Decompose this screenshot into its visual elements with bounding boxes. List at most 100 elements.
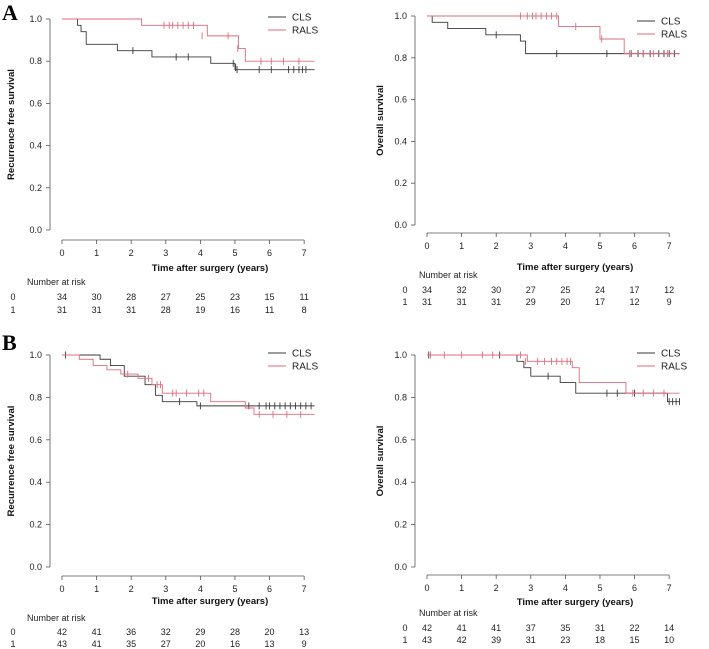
x-tick-label: 2 xyxy=(494,241,499,251)
y-tick-label: 0.8 xyxy=(394,392,407,402)
risk-count: 27 xyxy=(526,285,536,295)
risk-count: 36 xyxy=(126,627,136,637)
y-axis-label: Recurrence free survival xyxy=(6,69,17,180)
series-line-cls xyxy=(427,15,680,55)
x-tick-label: 0 xyxy=(424,583,429,593)
panel-letter-b: B xyxy=(2,330,17,355)
risk-count: 25 xyxy=(560,285,570,295)
y-tick-label: 0.4 xyxy=(29,477,42,487)
risk-count: 42 xyxy=(457,635,467,645)
risk-count: 18 xyxy=(595,635,605,645)
chart-3: 0.0 0.2 0.4 0.6 0.8 1.0 Recurrence free surviv… xyxy=(6,349,318,649)
risk-count: 31 xyxy=(126,305,136,315)
x-tick-label: 2 xyxy=(129,248,134,258)
y-axis-label: Recurrence free survival xyxy=(6,406,17,517)
series-line-rals xyxy=(62,354,315,415)
y-tick-label: 1.0 xyxy=(394,11,407,21)
x-tick-label: 1 xyxy=(459,241,464,251)
y-tick-label: 0.6 xyxy=(29,98,42,108)
x-tick-label: 7 xyxy=(302,248,307,258)
risk-count: 25 xyxy=(195,292,205,302)
x-axis-label: Time after surgery (years) xyxy=(152,263,269,274)
risk-count: 31 xyxy=(57,305,67,315)
risk-count: 8 xyxy=(302,305,307,315)
risk-count: 27 xyxy=(161,639,171,649)
x-tick-label: 3 xyxy=(528,241,533,251)
risk-row-label: 1 xyxy=(402,297,407,307)
risk-row-label: 0 xyxy=(402,285,407,295)
risk-count: 10 xyxy=(664,635,674,645)
risk-count: 24 xyxy=(595,285,605,295)
y-tick-label: 0.4 xyxy=(29,141,42,151)
y-tick-label: 0.6 xyxy=(394,95,407,105)
y-tick-label: 0.8 xyxy=(29,56,42,66)
risk-count: 35 xyxy=(126,639,136,649)
y-tick-label: 0.4 xyxy=(394,477,407,487)
risk-row-label: 1 xyxy=(10,305,15,315)
legend-label-rals: RALS xyxy=(292,362,318,373)
x-tick-label: 3 xyxy=(163,248,168,258)
legend-label-cls: CLS xyxy=(661,349,681,360)
x-tick-label: 6 xyxy=(267,584,272,594)
risk-count: 12 xyxy=(630,297,640,307)
risk-count: 32 xyxy=(457,285,467,295)
x-tick-label: 0 xyxy=(59,248,64,258)
y-tick-label: 0.0 xyxy=(394,220,407,230)
x-tick-label: 7 xyxy=(302,584,307,594)
y-axis-label: Overall survival xyxy=(375,85,386,156)
risk-count: 30 xyxy=(491,285,501,295)
risk-count: 23 xyxy=(230,292,240,302)
risk-count: 27 xyxy=(161,292,171,302)
x-axis-label: Time after surgery (years) xyxy=(517,597,634,608)
risk-count: 15 xyxy=(630,635,640,645)
risk-count: 43 xyxy=(57,639,67,649)
y-tick-label: 0.2 xyxy=(394,178,407,188)
legend-label-rals: RALS xyxy=(661,30,687,41)
x-tick-label: 1 xyxy=(94,584,99,594)
y-tick-label: 0.0 xyxy=(394,562,407,572)
risk-count: 20 xyxy=(195,639,205,649)
risk-count: 9 xyxy=(667,297,672,307)
risk-count: 13 xyxy=(299,627,309,637)
legend-label-cls: CLS xyxy=(292,349,312,360)
y-tick-label: 0.2 xyxy=(29,520,42,530)
risk-count: 35 xyxy=(560,623,570,633)
risk-count: 20 xyxy=(560,297,570,307)
risk-count: 39 xyxy=(491,635,501,645)
risk-table-title: Number at risk xyxy=(27,613,86,623)
risk-count: 15 xyxy=(265,292,275,302)
x-axis-label: Time after surgery (years) xyxy=(152,596,269,607)
panel-letter-a: A xyxy=(2,0,18,25)
risk-count: 34 xyxy=(57,292,67,302)
x-tick-label: 3 xyxy=(528,583,533,593)
x-axis-label: Time after surgery (years) xyxy=(517,262,634,273)
risk-row-label: 0 xyxy=(402,623,407,633)
y-tick-label: 0.8 xyxy=(29,392,42,402)
risk-count: 16 xyxy=(230,305,240,315)
x-tick-label: 1 xyxy=(459,583,464,593)
chart-1: 0.0 0.2 0.4 0.6 0.8 1.0 Recurrence free surviv… xyxy=(6,13,318,316)
y-tick-label: 0.2 xyxy=(29,183,42,193)
risk-count: 28 xyxy=(230,627,240,637)
risk-row-label: 0 xyxy=(10,627,15,637)
x-tick-label: 7 xyxy=(667,583,672,593)
risk-count: 42 xyxy=(57,627,67,637)
x-tick-label: 5 xyxy=(232,584,237,594)
risk-count: 31 xyxy=(595,623,605,633)
risk-count: 17 xyxy=(595,297,605,307)
risk-count: 28 xyxy=(126,292,136,302)
y-tick-label: 1.0 xyxy=(29,14,42,24)
y-tick-label: 0.6 xyxy=(394,435,407,445)
series-line-rals xyxy=(62,18,315,62)
y-axis-label: Overall survival xyxy=(375,426,386,497)
y-tick-label: 0.0 xyxy=(29,225,42,235)
risk-count: 28 xyxy=(161,305,171,315)
risk-count: 31 xyxy=(526,635,536,645)
legend-label-rals: RALS xyxy=(661,362,687,373)
series-line-rals xyxy=(427,354,680,394)
x-tick-label: 3 xyxy=(163,584,168,594)
series-line-cls xyxy=(62,354,315,407)
